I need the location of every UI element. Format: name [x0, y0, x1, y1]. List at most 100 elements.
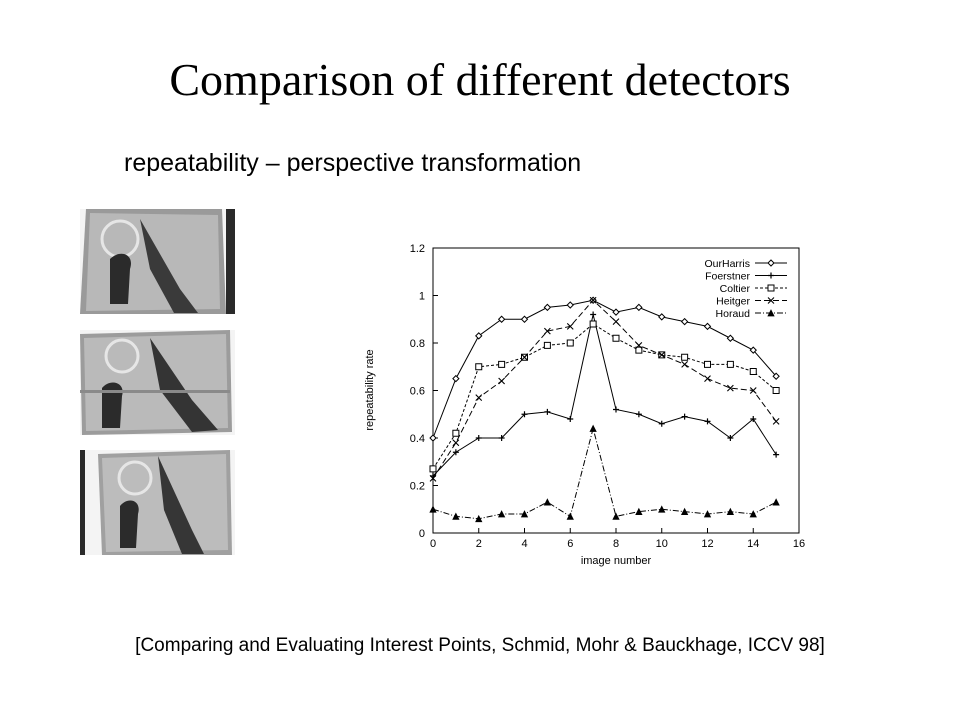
data-point [520, 510, 529, 518]
data-point [452, 429, 460, 437]
series-line [432, 299, 777, 479]
legend-label: Coltier [720, 283, 751, 295]
data-point [498, 377, 506, 385]
data-point [543, 303, 552, 312]
data-point [635, 507, 643, 516]
data-point [429, 474, 437, 482]
legend-marker [767, 297, 775, 304]
legend-marker [767, 284, 775, 292]
data-point [680, 507, 689, 516]
data-point [544, 408, 551, 415]
data-point [749, 368, 757, 375]
photo-perspective-1 [80, 209, 235, 314]
x-tick-label: 6 [567, 538, 573, 550]
data-point [543, 498, 552, 506]
photo-perspective-3 [80, 450, 235, 555]
legend-marker [768, 272, 774, 279]
y-tick-label: 0.8 [410, 338, 425, 350]
data-point [635, 346, 643, 354]
data-point [726, 334, 735, 342]
data-point [704, 375, 711, 383]
data-point [613, 406, 619, 413]
series-heitger [429, 296, 780, 482]
data-point [520, 315, 529, 323]
data-point [589, 296, 597, 304]
data-point [658, 505, 666, 513]
data-point [635, 303, 643, 312]
data-point [566, 322, 574, 330]
data-point [612, 318, 620, 326]
series-foerstner [430, 311, 780, 479]
y-tick-label: 1.2 [410, 243, 425, 255]
data-point [589, 424, 597, 432]
data-point [475, 363, 483, 371]
data-point [749, 387, 757, 394]
data-point [452, 512, 460, 520]
series-horaud [429, 424, 780, 523]
data-point [497, 510, 506, 518]
citation: [Comparing and Evaluating Interest Point… [135, 635, 825, 656]
x-tick-label: 14 [747, 538, 759, 550]
slide-title: Comparison of different detectors [169, 54, 791, 105]
data-point [452, 439, 460, 447]
data-point [452, 449, 459, 456]
x-tick-label: 4 [521, 538, 527, 550]
legend-label: Heitger [716, 296, 750, 308]
data-point [704, 360, 711, 368]
data-point [497, 315, 506, 323]
data-point [543, 327, 551, 335]
y-tick-label: 0 [419, 528, 425, 540]
y-tick-label: 0.4 [410, 433, 425, 445]
data-point [773, 451, 780, 458]
data-point [772, 372, 780, 380]
series-line [432, 426, 777, 520]
data-point [703, 322, 712, 331]
x-tick-label: 10 [656, 538, 668, 550]
y-tick-label: 1 [419, 291, 425, 303]
y-tick-label: 0.6 [410, 386, 425, 398]
data-point [566, 301, 574, 309]
y-tick-label: 0.2 [410, 481, 425, 493]
x-axis-label: image number [581, 555, 652, 567]
y-axis-label: repeatability rate [364, 349, 376, 430]
repeatability-line-chart: 0 2 4 6 8 10 12 14 16 0 0.2 0.4 0.6 0.8 1 1.2 OurHarris… [364, 243, 805, 567]
data-point [726, 384, 734, 392]
x-tick-label: 0 [430, 538, 436, 550]
data-point [635, 411, 642, 418]
data-point [681, 360, 689, 368]
data-point [521, 411, 528, 418]
data-point [429, 465, 437, 473]
series-line [432, 314, 777, 477]
data-point [543, 341, 551, 349]
data-point [727, 435, 734, 441]
data-point [429, 505, 437, 513]
legend-label: Horaud [716, 308, 751, 320]
data-point [750, 416, 757, 422]
data-point [475, 394, 483, 402]
data-point [658, 351, 666, 359]
data-point [521, 353, 528, 361]
data-point [658, 313, 666, 321]
data-point [704, 418, 711, 425]
series-line [432, 323, 777, 470]
legend-label: Foerstner [705, 271, 750, 283]
data-point [680, 317, 689, 326]
data-point [475, 435, 482, 441]
photo-perspective-2 [80, 330, 235, 435]
data-point [749, 346, 757, 354]
data-point [452, 374, 460, 383]
data-point [749, 510, 757, 518]
legend-label: OurHarris [704, 258, 750, 270]
data-point [612, 334, 620, 342]
data-point [612, 512, 620, 520]
data-point [635, 341, 643, 349]
data-point [590, 311, 597, 318]
slide-subtitle: repeatability – perspective transformati… [124, 149, 582, 177]
data-point [772, 387, 780, 394]
x-tick-label: 12 [701, 538, 713, 550]
data-point [612, 308, 620, 316]
x-tick-label: 16 [793, 538, 805, 550]
data-point [726, 360, 734, 368]
data-point [498, 435, 505, 441]
